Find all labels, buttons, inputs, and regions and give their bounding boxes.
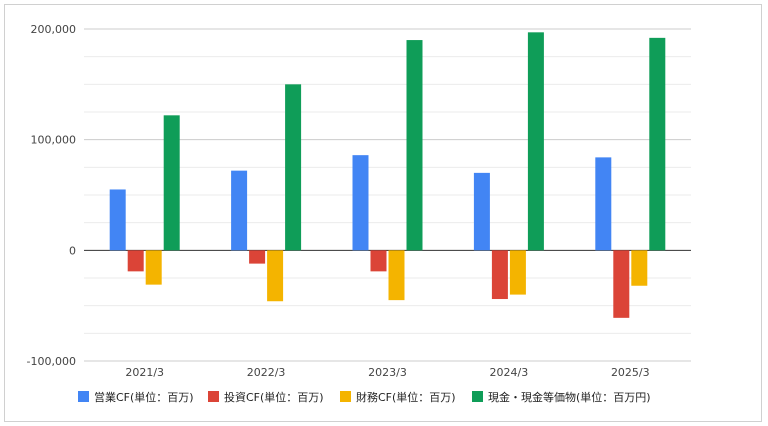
bar-3 [509, 250, 526, 295]
y-tick-label: 0 [69, 244, 76, 257]
bar-4 [649, 37, 666, 251]
bar-4 [406, 40, 423, 251]
bar-2 [370, 250, 387, 272]
bar-4 [527, 32, 544, 251]
bar-4 [285, 84, 302, 251]
bar-1 [231, 170, 248, 251]
bar-1 [109, 189, 126, 251]
bar-2 [491, 250, 508, 300]
bar-3 [267, 250, 284, 302]
bar-1 [595, 157, 612, 251]
bar-3 [631, 250, 648, 286]
y-tick-label: 200,000 [31, 23, 77, 36]
legend-swatch [472, 391, 483, 402]
x-tick-label: 2024/3 [490, 366, 529, 379]
bar-2 [613, 250, 630, 318]
bar-3 [388, 250, 405, 301]
bar-1 [352, 155, 369, 251]
bar-1 [473, 172, 490, 251]
legend-label: 営業CF(単位：百万) [94, 390, 194, 404]
legend: 営業CF(単位：百万) 投資CF(単位：百万) 財務CF(単位：百万) 現金・現金等価… [78, 390, 651, 404]
bar-4 [163, 115, 180, 251]
x-tick-label: 2022/3 [247, 366, 286, 379]
x-tick-label: 2025/3 [611, 366, 650, 379]
y-axis-labels: 200,000 100,000 0 -100,000 [27, 23, 76, 368]
bar-2 [249, 250, 266, 264]
bar-3 [145, 250, 162, 285]
legend-label: 財務CF(単位：百万) [356, 390, 456, 404]
bar-2 [127, 250, 144, 272]
y-tick-label: -100,000 [27, 355, 76, 368]
grid-lines [84, 28, 691, 362]
legend-label: 投資CF(単位：百万) [224, 390, 324, 404]
x-tick-label: 2023/3 [368, 366, 407, 379]
legend-swatch [78, 391, 89, 402]
chart-frame [4, 4, 762, 422]
x-tick-label: 2021/3 [125, 366, 164, 379]
legend-label: 現金・現金等価物(単位：百万円) [488, 390, 651, 404]
legend-swatch [208, 391, 219, 402]
bars [109, 32, 666, 318]
legend-swatch [340, 391, 351, 402]
x-axis-labels: 2021/3 2022/3 2023/3 2024/3 2025/3 [125, 366, 649, 379]
y-tick-label: 100,000 [31, 134, 77, 147]
